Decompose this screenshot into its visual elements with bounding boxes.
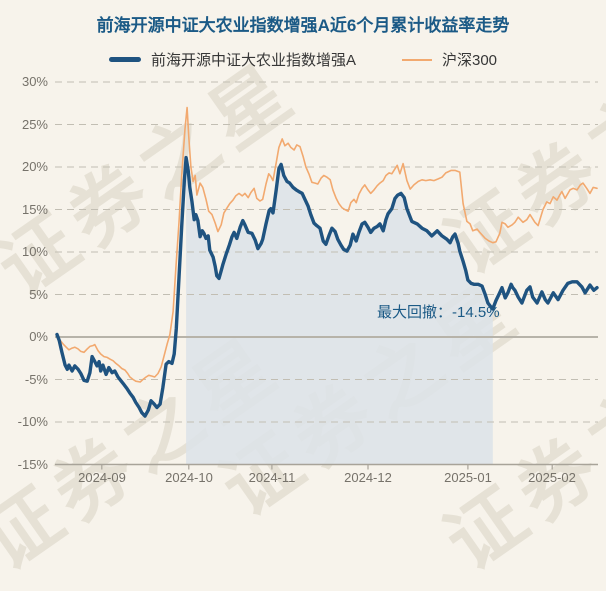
y-axis-label: -5%: [24, 372, 48, 387]
series-line-fund: [55, 155, 599, 418]
series-line-benchmark: [56, 106, 598, 383]
legend-label-fund: 前海开源中证大农业指数增强A: [150, 52, 356, 69]
y-axis-label: 10%: [21, 244, 48, 259]
y-axis-label: 0%: [29, 329, 48, 344]
legend-item-fund[interactable]: 前海开源中证大农业指数增强A: [108, 49, 356, 70]
y-axis-label: 30%: [21, 74, 48, 89]
y-axis-label: 15%: [21, 202, 48, 217]
x-axis-label: 2024-11: [248, 470, 296, 485]
y-axis-label: 20%: [21, 159, 48, 174]
y-axis-label: 25%: [21, 117, 48, 132]
y-axis-label: 5%: [29, 287, 48, 302]
fund-line-swatch: [108, 57, 141, 62]
x-axis-label: 2024-09: [78, 470, 126, 485]
y-axis-label: -15%: [17, 457, 48, 472]
legend-label-benchmark: 沪深300: [441, 52, 498, 69]
legend-item-benchmark[interactable]: 沪深300: [401, 49, 498, 70]
chart-plot-area: [55, 81, 599, 470]
drawdown-region: [186, 157, 493, 465]
chart-title: 前海开源中证大农业指数增强A近6个月累计收益率走势: [96, 16, 510, 35]
x-axis-label: 2024-12: [344, 470, 392, 485]
fund-performance-chart-page: { "watermark": { "text": "证券之星" }, "lege…: [0, 16, 606, 587]
benchmark-line-swatch: [401, 58, 432, 61]
x-axis-label: 2024-10: [165, 470, 213, 485]
max-drawdown-annotation: 最大回撤：-14.5%: [377, 304, 500, 321]
x-axis-label: 2025-02: [528, 470, 576, 485]
x-axis-label: 2025-01: [444, 470, 492, 485]
legend: 前海开源中证大农业指数增强A 沪深300: [0, 49, 606, 70]
y-axis-label: -10%: [17, 414, 48, 429]
